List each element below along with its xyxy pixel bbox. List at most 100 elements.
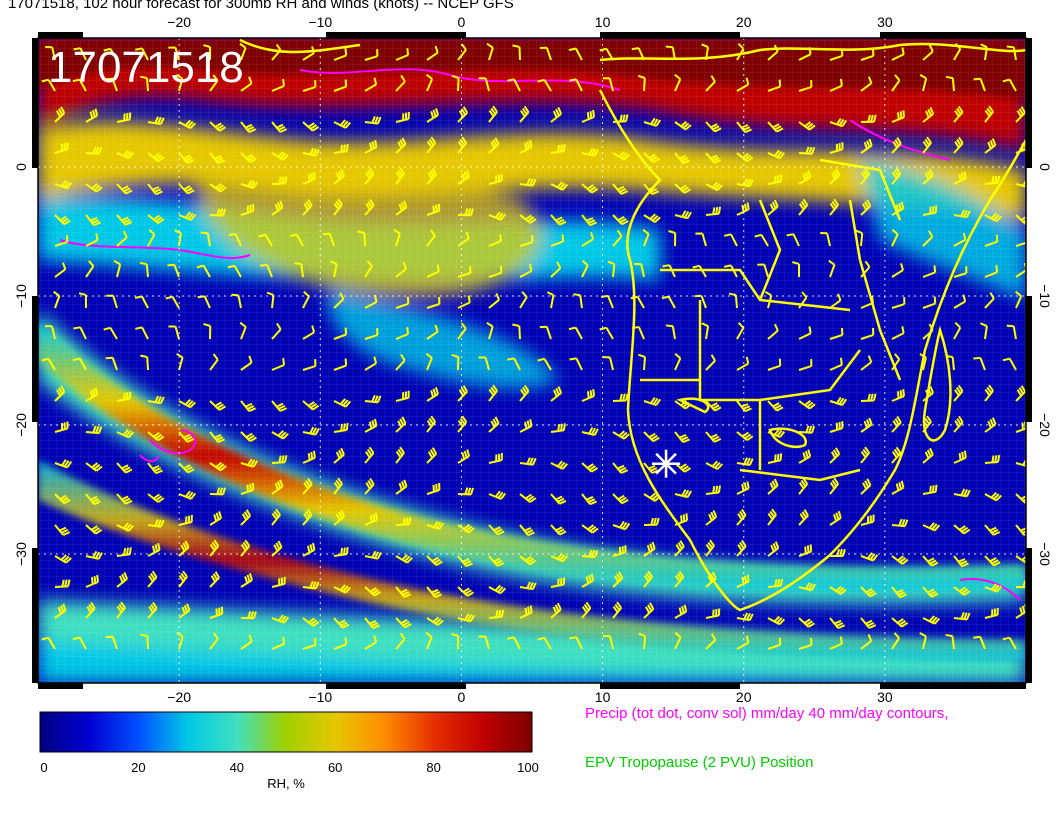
wind-barb	[798, 449, 812, 464]
lon-tick-top: 20	[736, 14, 752, 30]
wind-barb	[705, 354, 716, 371]
wind-barb	[767, 615, 786, 626]
wind-barb	[736, 431, 754, 442]
wind-barb	[860, 393, 877, 402]
wind-barb	[457, 266, 472, 278]
wind-barb	[829, 357, 843, 371]
wind-barb	[54, 524, 71, 536]
wind-barb	[723, 264, 738, 278]
wind-barb	[54, 579, 71, 588]
wind-barb	[451, 633, 460, 650]
wind-barb	[984, 384, 994, 402]
wind-barb	[302, 508, 313, 526]
wind-barb	[333, 144, 349, 154]
wind-barb	[426, 616, 444, 626]
wind-barb	[980, 322, 988, 340]
wind-barb	[271, 455, 288, 464]
wind-barb	[953, 232, 967, 247]
wind-barb	[44, 325, 56, 340]
wind-barb	[519, 235, 534, 247]
wind-barb	[512, 323, 521, 340]
wind-barb	[302, 450, 316, 464]
wind-barb	[147, 395, 165, 405]
wind-barb	[674, 431, 690, 444]
wind-barb	[798, 509, 809, 526]
map-title: 17071518, 102 hour forecast for 300mb RH…	[8, 0, 514, 12]
wind-barb	[953, 209, 971, 219]
wind-barb	[488, 173, 503, 185]
wind-barb	[550, 602, 562, 619]
wind-barb	[426, 203, 441, 216]
wind-barb	[953, 555, 969, 568]
wind-barb	[581, 232, 595, 247]
wind-barb	[922, 168, 934, 185]
wind-barb	[922, 205, 938, 216]
wind-barb	[457, 43, 467, 61]
wind-barb	[612, 229, 623, 247]
wind-barb	[953, 586, 971, 596]
position-marker	[652, 449, 681, 478]
wind-barb	[147, 542, 161, 557]
wind-barb	[662, 264, 676, 278]
wind-barb	[178, 119, 197, 130]
wind-barb	[302, 400, 320, 411]
wind-barb	[478, 356, 490, 371]
wind-barb	[54, 459, 73, 469]
wind-barb	[860, 48, 875, 61]
wind-barb	[550, 423, 566, 433]
wind-barb	[357, 230, 366, 247]
wind-barb	[922, 615, 941, 625]
wind-barb	[767, 400, 784, 412]
wind-barb	[486, 42, 494, 61]
wind-barb	[701, 43, 709, 61]
wind-barb	[581, 601, 592, 619]
wind-barb	[736, 612, 754, 622]
wind-barb	[860, 478, 872, 495]
wind-barb	[829, 168, 841, 185]
wind-barb	[271, 176, 288, 185]
wind-barb	[891, 415, 902, 433]
wind-barb	[85, 550, 103, 560]
wind-barb	[271, 576, 286, 588]
wind-barb	[798, 121, 816, 131]
wind-barb	[116, 462, 133, 474]
wind-barb	[953, 415, 964, 433]
wind-barb	[537, 78, 552, 92]
wind-barb	[178, 462, 195, 474]
wind-barb	[426, 296, 441, 309]
wind-barb	[792, 261, 800, 277]
wind-barb	[240, 458, 259, 468]
wind-barb	[607, 260, 616, 278]
wind-barb	[478, 77, 490, 92]
wind-barb	[953, 321, 962, 340]
wind-barb	[891, 446, 902, 464]
wind-barb	[395, 446, 405, 464]
wind-barb	[240, 539, 251, 557]
wind-barb	[426, 136, 437, 154]
wind-barb	[612, 601, 623, 619]
wind-barb	[569, 636, 583, 650]
wind-barb	[550, 493, 567, 505]
wind-barb	[364, 260, 373, 278]
wind-barb	[266, 291, 275, 309]
wind-barb	[643, 213, 661, 223]
wind-barb	[426, 415, 437, 433]
wind-barb	[209, 511, 223, 526]
wind-barb	[736, 202, 750, 216]
wind-barb	[45, 46, 56, 61]
wind-barb	[54, 234, 69, 247]
lon-tick-bottom: 30	[877, 689, 893, 705]
wind-barb	[302, 198, 313, 216]
wind-barb	[798, 617, 816, 628]
wind-barb	[829, 477, 840, 495]
wind-barb	[457, 613, 475, 623]
wind-barb	[54, 142, 69, 154]
wind-barb	[922, 447, 934, 464]
wind-barb	[922, 484, 938, 495]
wind-barb	[705, 152, 722, 164]
wind-barb	[643, 492, 661, 502]
wind-barb	[705, 206, 722, 216]
wind-barb	[54, 493, 71, 505]
wind-barb	[643, 570, 654, 588]
wind-barb	[984, 212, 1003, 223]
